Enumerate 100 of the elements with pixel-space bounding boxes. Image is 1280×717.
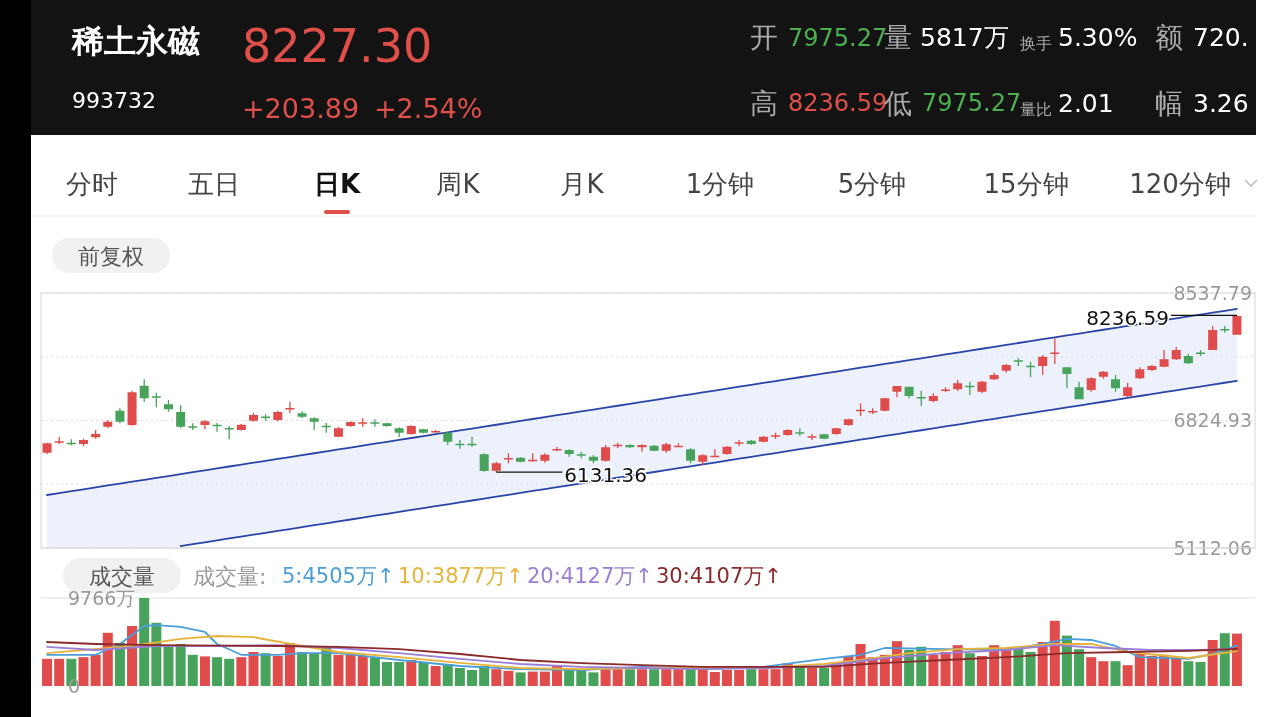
candlestick — [1001, 364, 1011, 373]
bar — [673, 669, 684, 686]
candlestick — [807, 433, 817, 440]
candlestick — [54, 436, 64, 445]
bar — [1074, 649, 1085, 686]
bar — [819, 668, 830, 686]
candlestick — [200, 419, 210, 430]
bar — [187, 654, 198, 686]
candlestick — [382, 422, 392, 427]
bar — [661, 669, 672, 686]
bar — [1086, 657, 1097, 686]
bar — [212, 657, 223, 686]
text: 周K — [436, 169, 481, 199]
bar — [454, 668, 465, 686]
candlestick — [734, 440, 744, 447]
bar — [479, 666, 490, 686]
bar — [467, 670, 478, 686]
bar — [382, 662, 393, 686]
bar — [1146, 655, 1157, 686]
candlestick — [637, 444, 647, 452]
bar — [697, 669, 708, 686]
text: +203.89 — [242, 93, 360, 124]
bar — [42, 658, 53, 686]
candlestick — [212, 422, 222, 432]
bar — [527, 671, 538, 686]
candlestick — [297, 411, 307, 419]
candlestick — [540, 453, 550, 463]
bar — [709, 672, 720, 686]
candlestick — [1159, 350, 1169, 368]
candlestick — [601, 444, 611, 462]
candlestick — [455, 440, 465, 449]
candlestick — [843, 418, 853, 426]
y-tick-label: 8537.79 — [1173, 282, 1252, 304]
text: 月K — [560, 169, 605, 199]
text: 20:4127万↑ — [527, 564, 653, 588]
candlestick — [771, 432, 781, 440]
bar — [1110, 661, 1121, 686]
bar — [588, 672, 599, 686]
annotation: 8236.59 — [1086, 306, 1169, 331]
y-tick-label: 6824.93 — [1173, 409, 1252, 432]
bar — [321, 647, 332, 686]
candlestick — [1220, 326, 1230, 333]
candlestick — [151, 392, 161, 408]
bar — [539, 671, 550, 686]
candlestick — [261, 414, 271, 421]
candlestick — [1147, 364, 1157, 371]
bar — [394, 662, 405, 686]
legend-title: 成交量: — [193, 563, 267, 589]
bar — [576, 670, 587, 686]
candlestick — [892, 386, 902, 398]
text: 量 — [884, 21, 912, 54]
bar — [649, 669, 660, 686]
bar — [600, 669, 611, 686]
text: 分时 — [66, 169, 118, 199]
candlestick — [333, 426, 343, 438]
candlestick — [576, 451, 586, 459]
bar — [1134, 653, 1145, 686]
candlestick — [358, 418, 368, 427]
candlestick — [309, 417, 319, 431]
text: 额 — [1155, 21, 1183, 54]
text: 幅 — [1155, 87, 1183, 120]
bar — [612, 669, 623, 686]
bar — [1025, 651, 1036, 686]
candlestick — [552, 446, 562, 452]
candlestick — [698, 453, 708, 466]
bar — [928, 654, 939, 686]
text: 5:4505万↑ — [282, 564, 395, 588]
bar — [272, 655, 283, 686]
text: 5817万 — [920, 23, 1009, 52]
bar — [685, 669, 696, 686]
chart-title: 成交量 — [89, 563, 155, 589]
bar — [430, 666, 441, 686]
candlestick — [467, 436, 477, 447]
text: 120分钟 — [1129, 169, 1231, 199]
text: 换手 — [1020, 34, 1052, 53]
text: 30:4107万↑ — [656, 564, 782, 588]
bar — [297, 651, 308, 686]
bar — [78, 657, 89, 686]
candlestick — [248, 412, 258, 422]
text: 3.26 — [1193, 89, 1249, 118]
bar — [734, 670, 745, 686]
bar — [1183, 661, 1194, 686]
candlestick — [42, 442, 52, 454]
bar — [199, 656, 210, 686]
text: +2.54% — [374, 93, 483, 124]
candlestick — [394, 427, 404, 438]
bar — [976, 655, 987, 686]
bar — [624, 669, 635, 686]
bar — [442, 664, 453, 686]
candlestick — [1074, 381, 1084, 400]
bar — [746, 669, 757, 686]
bar — [139, 598, 150, 686]
bar — [564, 670, 575, 686]
bar — [964, 653, 975, 686]
bar — [260, 653, 271, 686]
text: 8227.30 — [242, 19, 433, 73]
bar — [333, 654, 344, 686]
candlestick — [916, 390, 926, 406]
y-tick-label: 9766万 — [68, 587, 136, 609]
text: 1分钟 — [685, 169, 755, 199]
